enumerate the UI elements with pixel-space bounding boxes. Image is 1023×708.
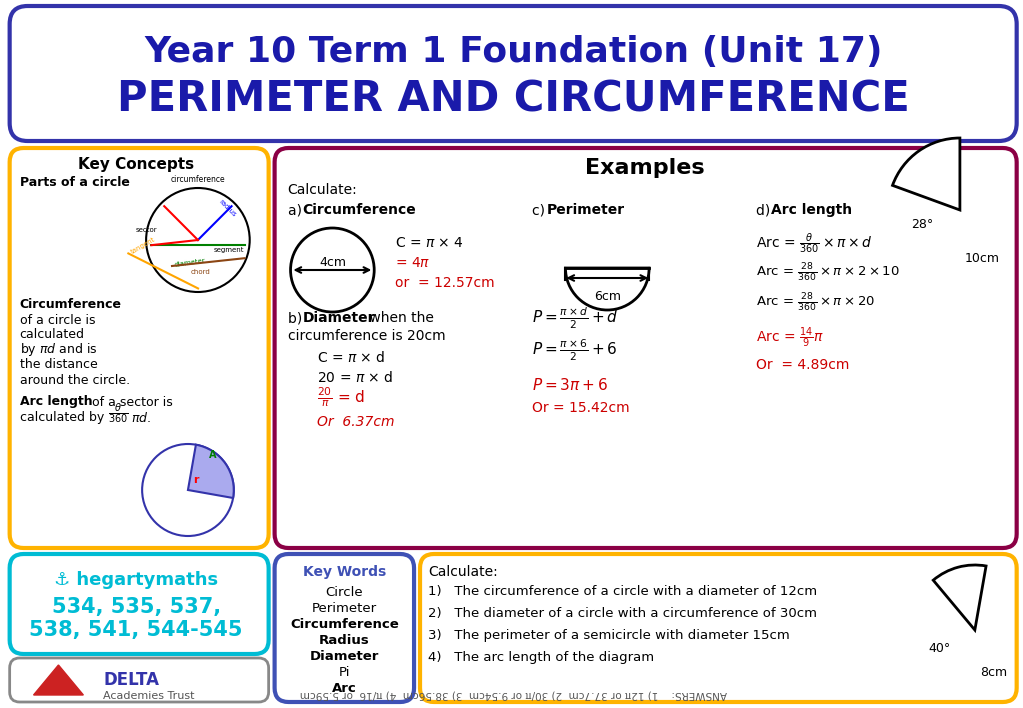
Text: Key Words: Key Words — [303, 565, 386, 579]
Text: Arc = $\frac{\theta}{360} \times \pi \times d$: Arc = $\frac{\theta}{360} \times \pi \ti… — [756, 232, 873, 255]
Polygon shape — [34, 665, 83, 695]
Text: $\frac{20}{\pi}$ = d: $\frac{20}{\pi}$ = d — [317, 385, 366, 409]
Text: ⚓ hegarty​maths: ⚓ hegarty​maths — [54, 571, 218, 589]
Text: radius: radius — [218, 199, 237, 218]
Text: Diameter: Diameter — [303, 311, 375, 325]
Text: $P = 3\pi + 6$: $P = 3\pi + 6$ — [532, 377, 608, 393]
Text: 4cm: 4cm — [319, 256, 346, 268]
Text: C = $\pi$ × 4: C = $\pi$ × 4 — [395, 236, 464, 250]
FancyBboxPatch shape — [9, 554, 269, 654]
Text: 40°: 40° — [929, 641, 951, 654]
Text: $\pi d.$: $\pi d.$ — [131, 411, 151, 425]
Text: Circumference: Circumference — [290, 617, 399, 631]
Text: a): a) — [287, 203, 306, 217]
Text: segment: segment — [214, 247, 243, 253]
Text: Radius: Radius — [319, 634, 369, 646]
Text: Pi: Pi — [339, 666, 350, 678]
Text: Or  = 4.89cm: Or = 4.89cm — [756, 358, 849, 372]
Text: sector: sector — [136, 227, 158, 233]
Text: Arc = $\frac{28}{360} \times \pi \times 2 \times 10$: Arc = $\frac{28}{360} \times \pi \times … — [756, 262, 899, 284]
Text: 4)   The arc length of the diagram: 4) The arc length of the diagram — [428, 651, 654, 665]
Text: Or = 15.42cm: Or = 15.42cm — [532, 401, 629, 415]
Text: around the circle.: around the circle. — [19, 374, 130, 387]
Text: d): d) — [756, 203, 774, 217]
Text: chord: chord — [190, 268, 211, 275]
Text: C = $\pi$ × d: C = $\pi$ × d — [317, 350, 386, 365]
Text: $P = \frac{\pi \times d}{2} + d$: $P = \frac{\pi \times d}{2} + d$ — [532, 305, 618, 331]
Text: 28°: 28° — [910, 219, 933, 232]
Text: Key Concepts: Key Concepts — [78, 157, 194, 173]
Text: Arc: Arc — [331, 682, 357, 695]
Text: Perimeter: Perimeter — [312, 602, 376, 615]
Text: = $4\pi$: = $4\pi$ — [395, 256, 431, 270]
Text: diameter: diameter — [174, 258, 206, 268]
Text: of a sector is: of a sector is — [88, 396, 173, 409]
Text: 10cm: 10cm — [965, 251, 999, 265]
Text: Circle: Circle — [325, 586, 363, 598]
Text: of a circle is: of a circle is — [19, 314, 95, 326]
Text: Calculate:: Calculate: — [428, 565, 498, 579]
Text: 20 = $\pi$ × d: 20 = $\pi$ × d — [317, 370, 394, 384]
Wedge shape — [933, 565, 986, 630]
Text: c): c) — [532, 203, 549, 217]
Text: Circumference: Circumference — [303, 203, 416, 217]
Text: Perimeter: Perimeter — [546, 203, 625, 217]
FancyBboxPatch shape — [274, 554, 414, 702]
Text: circumference is 20cm: circumference is 20cm — [287, 329, 445, 343]
Wedge shape — [566, 268, 650, 310]
Text: 8cm: 8cm — [980, 666, 1007, 678]
Text: 3)   The perimeter of a semicircle with diameter 15cm: 3) The perimeter of a semicircle with di… — [428, 629, 790, 642]
Text: b): b) — [287, 311, 306, 325]
Text: the distance: the distance — [19, 358, 97, 372]
Text: ANSWERS:    1) 12π or 37.7cm  2) 30/π or 9.54cm  3) 38.56cm  4) π/16  or 5.59cm: ANSWERS: 1) 12π or 37.7cm 2) 30/π or 9.5… — [300, 690, 727, 700]
Text: Calculate:: Calculate: — [287, 183, 357, 197]
Text: r: r — [193, 475, 198, 485]
Text: calculated by: calculated by — [19, 411, 107, 425]
Text: Arc = $\frac{14}{9}\pi$: Arc = $\frac{14}{9}\pi$ — [756, 326, 824, 350]
Text: by $\pi d$ and is: by $\pi d$ and is — [19, 341, 97, 358]
Text: Academies Trust: Academies Trust — [103, 691, 194, 701]
FancyBboxPatch shape — [9, 6, 1017, 141]
Text: Arc length: Arc length — [770, 203, 852, 217]
Text: DELTA: DELTA — [103, 671, 160, 689]
Text: circumference: circumference — [171, 175, 225, 184]
FancyBboxPatch shape — [9, 148, 269, 548]
Text: Circumference: Circumference — [19, 299, 122, 312]
Text: Diameter: Diameter — [310, 649, 379, 663]
Text: Year 10 Term 1 Foundation (Unit 17): Year 10 Term 1 Foundation (Unit 17) — [144, 35, 883, 69]
Text: 1)   The circumference of a circle with a diameter of 12cm: 1) The circumference of a circle with a … — [428, 586, 817, 598]
Wedge shape — [892, 138, 960, 210]
Text: when the: when the — [365, 311, 434, 325]
FancyBboxPatch shape — [274, 148, 1017, 548]
Text: calculated: calculated — [19, 329, 85, 341]
FancyBboxPatch shape — [420, 554, 1017, 702]
Text: Examples: Examples — [585, 158, 705, 178]
Text: Arc length: Arc length — [19, 396, 92, 409]
Text: $P = \frac{\pi \times 6}{2} + 6$: $P = \frac{\pi \times 6}{2} + 6$ — [532, 337, 617, 362]
Text: 6cm: 6cm — [593, 290, 621, 303]
FancyBboxPatch shape — [9, 658, 269, 702]
Text: 538, 541, 544-545: 538, 541, 544-545 — [30, 620, 242, 640]
Text: $\frac{\theta}{360}$: $\frac{\theta}{360}$ — [108, 401, 129, 425]
Text: Or  6.37cm: Or 6.37cm — [317, 415, 395, 429]
Wedge shape — [188, 445, 234, 498]
Text: Arc = $\frac{28}{360} \times \pi \times 20$: Arc = $\frac{28}{360} \times \pi \times … — [756, 292, 875, 314]
Text: 2)   The diameter of a circle with a circumference of 30cm: 2) The diameter of a circle with a circu… — [428, 607, 817, 620]
Text: Parts of a circle: Parts of a circle — [19, 176, 130, 188]
Text: PERIMETER AND CIRCUMFERENCE: PERIMETER AND CIRCUMFERENCE — [118, 79, 910, 121]
Text: A: A — [210, 450, 217, 460]
Text: 534, 535, 537,: 534, 535, 537, — [51, 597, 221, 617]
Text: or  = 12.57cm: or = 12.57cm — [395, 276, 495, 290]
Text: tangent: tangent — [130, 236, 158, 256]
